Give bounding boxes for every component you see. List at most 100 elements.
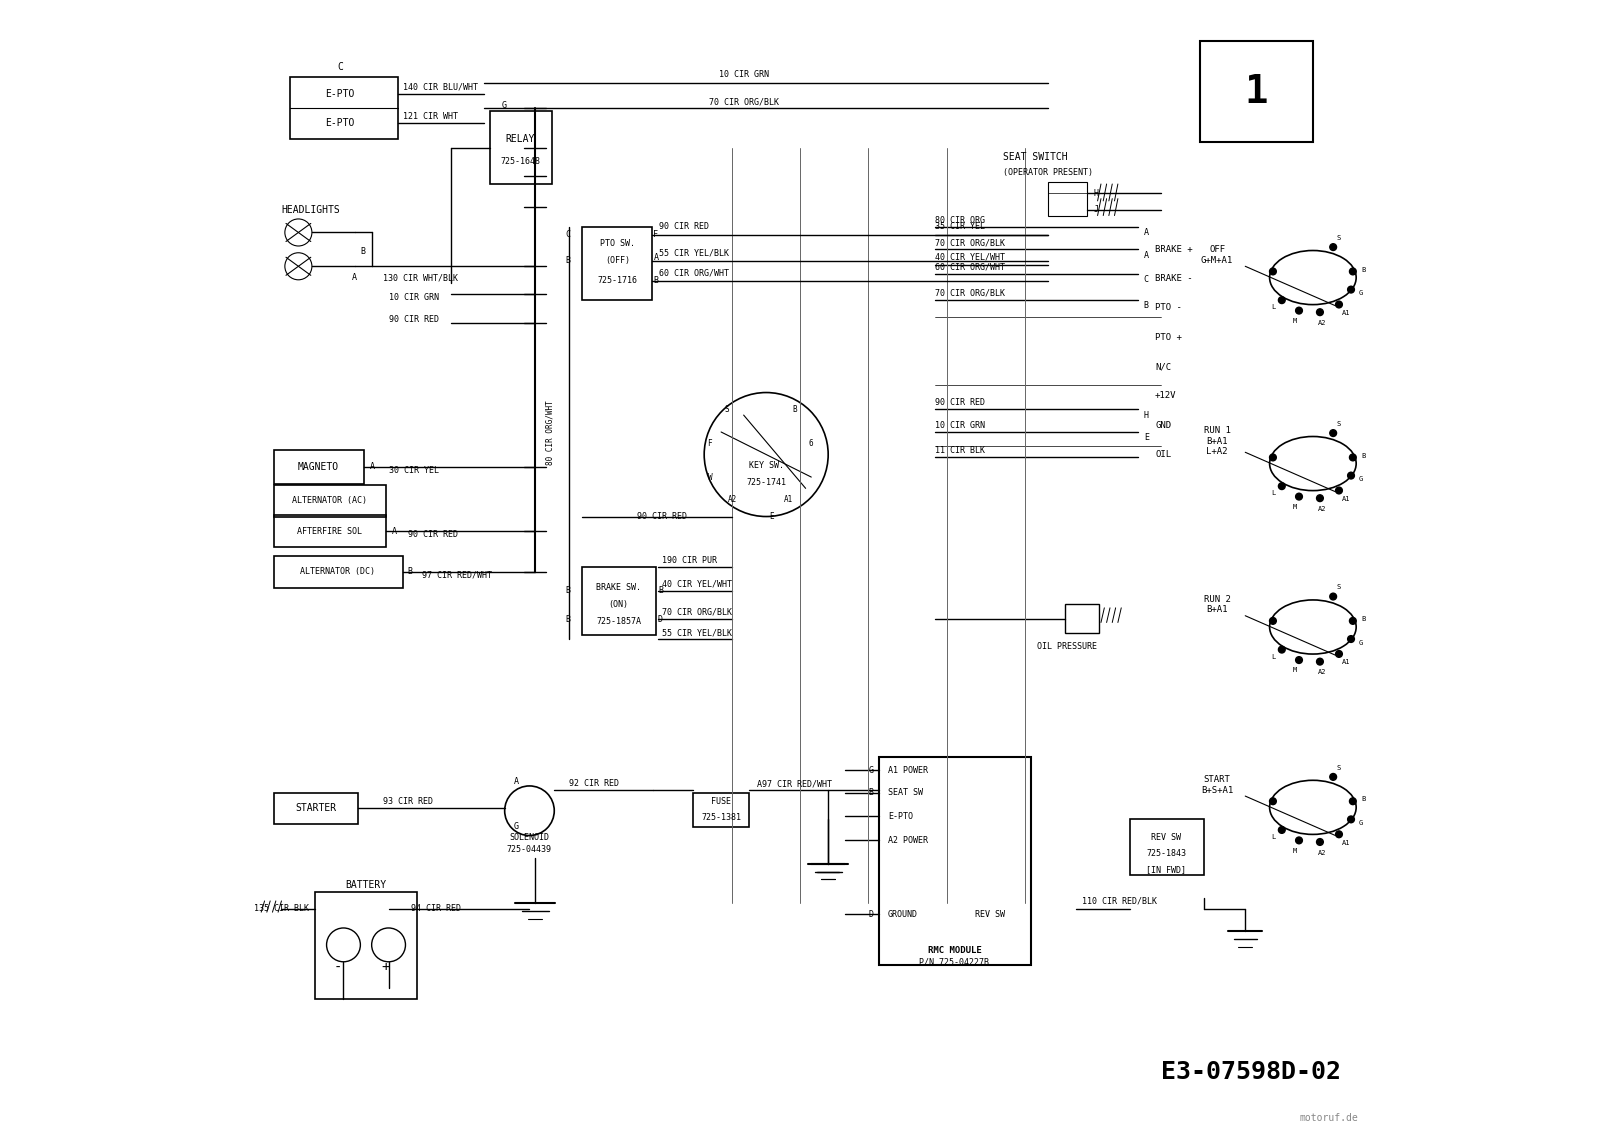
Text: G: G	[501, 101, 506, 110]
Text: A1: A1	[1342, 659, 1350, 666]
Text: 94 CIR RED: 94 CIR RED	[411, 904, 461, 913]
Text: 10 CIR GRN: 10 CIR GRN	[718, 70, 768, 79]
Text: 725-04439: 725-04439	[507, 844, 552, 853]
Text: G: G	[1358, 476, 1363, 483]
Text: 725-1648: 725-1648	[501, 157, 541, 166]
Text: B: B	[658, 586, 662, 596]
Circle shape	[1336, 831, 1342, 837]
Text: B: B	[565, 257, 571, 266]
Text: A2: A2	[728, 495, 738, 504]
Text: B: B	[408, 567, 413, 576]
Text: L: L	[1272, 490, 1275, 496]
Text: 725-1716: 725-1716	[597, 277, 637, 286]
Text: H: H	[1144, 410, 1149, 419]
Text: B: B	[792, 405, 797, 414]
Circle shape	[1269, 268, 1277, 275]
Circle shape	[1330, 244, 1336, 251]
Text: A1 POWER: A1 POWER	[888, 766, 928, 775]
Text: A: A	[653, 253, 659, 262]
Text: RUN 1
B+A1
L+A2: RUN 1 B+A1 L+A2	[1203, 426, 1230, 455]
Text: C: C	[338, 62, 342, 72]
Text: 90 CIR RED: 90 CIR RED	[637, 512, 686, 521]
Text: D: D	[869, 910, 874, 919]
Text: motoruf.de: motoruf.de	[1299, 1113, 1358, 1123]
Text: A2: A2	[1317, 850, 1326, 855]
Text: +12V: +12V	[1155, 391, 1176, 400]
Circle shape	[1317, 495, 1323, 502]
Text: B: B	[869, 789, 874, 797]
Text: G: G	[869, 766, 874, 775]
Text: 1: 1	[1245, 72, 1269, 111]
Text: L: L	[1272, 834, 1275, 840]
Text: A1: A1	[1342, 840, 1350, 845]
Text: AFTERFIRE SOL: AFTERFIRE SOL	[298, 527, 363, 536]
Text: B: B	[1362, 797, 1366, 802]
Text: W: W	[707, 472, 712, 481]
Text: S: S	[1336, 420, 1341, 427]
Bar	[490, 111, 552, 184]
Text: 35 CIR YEL: 35 CIR YEL	[936, 223, 986, 232]
Text: ALTERNATOR (AC): ALTERNATOR (AC)	[293, 496, 368, 505]
Text: B: B	[360, 247, 365, 257]
Circle shape	[1269, 454, 1277, 461]
Text: SEAT SWITCH: SEAT SWITCH	[1003, 151, 1067, 162]
Text: 40 CIR YEL/WHT: 40 CIR YEL/WHT	[936, 253, 1005, 262]
Text: ALTERNATOR (DC): ALTERNATOR (DC)	[301, 567, 376, 576]
Text: 140 CIR BLU/WHT: 140 CIR BLU/WHT	[403, 82, 478, 92]
Bar	[1066, 605, 1099, 633]
Text: 90 CIR RED: 90 CIR RED	[659, 223, 709, 232]
Text: 60 CIR ORG/WHT: 60 CIR ORG/WHT	[936, 263, 1005, 272]
Circle shape	[1296, 307, 1302, 314]
Text: KEY SW.: KEY SW.	[749, 461, 784, 470]
Text: +: +	[381, 960, 389, 974]
Text: D: D	[658, 615, 662, 624]
Circle shape	[1278, 483, 1285, 489]
Text: S: S	[1336, 235, 1341, 241]
Text: (OPERATOR PRESENT): (OPERATOR PRESENT)	[1003, 168, 1093, 177]
Text: B: B	[565, 586, 571, 596]
Circle shape	[1336, 487, 1342, 494]
Bar	[1200, 41, 1314, 142]
Text: B: B	[653, 277, 659, 286]
Text: (ON): (ON)	[608, 600, 629, 609]
Text: F: F	[653, 231, 659, 240]
Text: G: G	[1358, 640, 1363, 645]
Text: A2 POWER: A2 POWER	[888, 835, 928, 844]
Text: A1: A1	[784, 495, 794, 504]
Bar	[315, 892, 416, 999]
Circle shape	[1317, 838, 1323, 845]
Bar	[582, 227, 653, 301]
Text: REV SW: REV SW	[974, 910, 1005, 919]
Text: RUN 2
B+A1: RUN 2 B+A1	[1203, 594, 1230, 614]
Text: 70 CIR ORG/BLK: 70 CIR ORG/BLK	[936, 238, 1005, 247]
Text: 10 CIR GRN: 10 CIR GRN	[389, 294, 438, 303]
Text: B: B	[1362, 267, 1366, 272]
Text: MAGNETO: MAGNETO	[298, 462, 339, 472]
Text: FUSE: FUSE	[710, 798, 731, 806]
Text: G: G	[514, 822, 518, 831]
Text: A: A	[1144, 228, 1149, 237]
Text: 6: 6	[810, 438, 813, 447]
Text: 121 CIR WHT: 121 CIR WHT	[403, 112, 458, 121]
Text: -: -	[334, 960, 342, 974]
Bar	[274, 556, 403, 588]
Text: 130 CIR WHT/BLK: 130 CIR WHT/BLK	[382, 273, 458, 282]
Text: A97 CIR RED/WHT: A97 CIR RED/WHT	[757, 780, 832, 789]
Circle shape	[1278, 826, 1285, 833]
Text: E-PTO: E-PTO	[325, 119, 355, 128]
Text: A: A	[352, 273, 357, 282]
Circle shape	[1278, 297, 1285, 304]
Text: G: G	[1358, 290, 1363, 296]
Text: 80 CIR ORG/WHT: 80 CIR ORG/WHT	[546, 401, 554, 466]
Text: RELAY: RELAY	[506, 134, 534, 144]
Text: [IN FWD]: [IN FWD]	[1146, 864, 1186, 873]
Text: REV SW: REV SW	[1152, 833, 1181, 842]
Text: OIL: OIL	[1155, 450, 1171, 459]
Text: L: L	[1272, 653, 1275, 660]
Text: C: C	[1144, 276, 1149, 285]
Bar	[274, 793, 358, 824]
Text: B: B	[1362, 616, 1366, 622]
Text: OIL PRESSURE: OIL PRESSURE	[1037, 642, 1096, 651]
Text: E3-07598D-02: E3-07598D-02	[1162, 1060, 1341, 1084]
Text: M: M	[1293, 318, 1298, 324]
